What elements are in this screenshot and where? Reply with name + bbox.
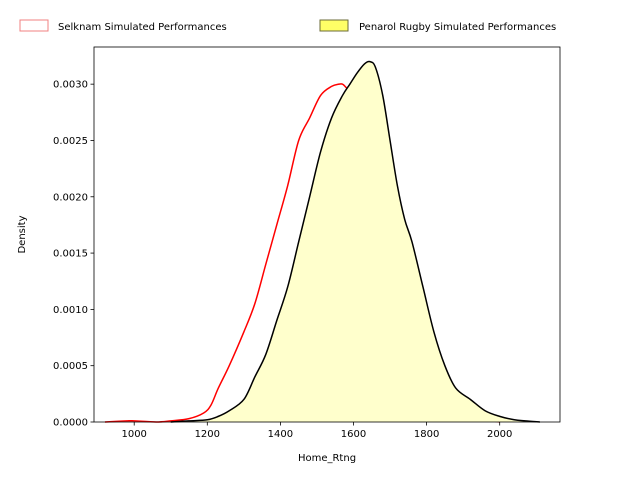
y-axis-label: Density (17, 215, 28, 253)
legend-label-selknam: Selknam Simulated Performances (58, 22, 227, 33)
y-tick-label: 0.0020 (53, 192, 88, 203)
x-tick-label: 1400 (268, 429, 293, 440)
legend-item-selknam[interactable]: Selknam Simulated Performances (19, 19, 227, 33)
legend-label-penarol: Penarol Rugby Simulated Performances (359, 22, 556, 33)
legend-swatch-selknam (19, 19, 49, 32)
y-tick-label: 0.0010 (53, 305, 88, 316)
x-axis-ticks: 1000 1200 1400 1600 1800 2000 (121, 422, 512, 440)
y-tick-label: 0.0005 (53, 361, 88, 372)
x-tick-label: 1000 (121, 429, 146, 440)
x-axis-label: Home_Rtng (298, 453, 356, 464)
x-tick-label: 1800 (414, 429, 439, 440)
axes-frame (93, 46, 561, 423)
y-tick-label: 0.0025 (53, 136, 88, 147)
y-tick-label: 0.0015 (53, 249, 88, 260)
x-tick-label: 1600 (341, 429, 366, 440)
y-tick-label: 0.0000 (53, 418, 88, 429)
x-tick-label: 1200 (195, 429, 220, 440)
legend-swatch-penarol (319, 19, 349, 32)
y-tick-label: 0.0030 (53, 80, 88, 91)
area-fill-penarol (170, 61, 540, 422)
legend[interactable]: Selknam Simulated Performances Penarol R… (19, 19, 556, 33)
density-line-penarol (170, 60, 540, 423)
y-axis-ticks: 0.0000 0.0005 0.0010 0.0015 0.0020 0.0025 0.00… (53, 80, 94, 429)
legend-item-penarol[interactable]: Penarol Rugby Simulated Performances (319, 19, 556, 33)
series-layer (104, 60, 540, 423)
x-tick-label: 2000 (487, 429, 512, 440)
